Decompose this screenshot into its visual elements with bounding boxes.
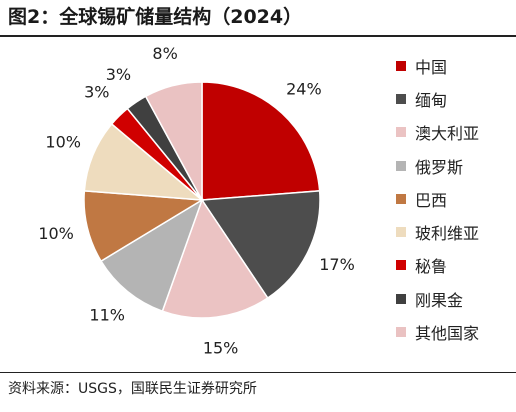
legend-item-australia: 澳大利亚 <box>396 116 479 149</box>
title-divider <box>0 35 516 37</box>
legend-label: 中国 <box>415 57 448 77</box>
legend-item-myanmar: 缅甸 <box>396 82 479 115</box>
pie-slice-china <box>201 81 321 201</box>
value-label-myanmar: 17% <box>319 255 355 274</box>
value-label-brazil: 10% <box>38 224 74 243</box>
legend-item-bolivia: 玻利维亚 <box>396 215 479 248</box>
value-label-others: 8% <box>152 44 177 63</box>
legend-swatch <box>396 293 406 304</box>
value-label-china: 24% <box>286 79 322 98</box>
legend-swatch <box>396 327 406 338</box>
legend-item-russia: 俄罗斯 <box>396 149 479 182</box>
legend-swatch <box>396 60 406 71</box>
pie-slice-russia <box>100 198 204 313</box>
legend-label: 刚果金 <box>415 290 464 310</box>
legend-item-china: 中国 <box>396 49 479 82</box>
value-label-bolivia: 10% <box>45 133 81 152</box>
pie-slices <box>83 81 321 319</box>
pie-slice-myanmar <box>200 190 321 300</box>
legend-item-others: 其他国家 <box>396 315 479 348</box>
value-label-congo: 3% <box>106 65 131 84</box>
pie-slice-brazil <box>83 190 205 263</box>
legend-label: 俄罗斯 <box>415 157 464 177</box>
legend-swatch <box>396 127 406 138</box>
value-label-russia: 11% <box>89 306 125 325</box>
legend-label: 其他国家 <box>415 324 480 344</box>
pie-chart: 24% 17% 15% 11% 10% 10% 3%3% 8% <box>38 44 354 357</box>
pie-value-labels: 24% 17% 15% 11% 10% 10% 3%3% 8% <box>38 44 354 357</box>
legend-item-brazil: 巴西 <box>396 182 479 215</box>
legend-swatch <box>396 227 406 238</box>
legend-swatch <box>396 260 406 271</box>
legend-label: 巴西 <box>415 190 448 210</box>
legend-label: 玻利维亚 <box>415 224 480 244</box>
value-label-peru: 3% <box>84 83 109 102</box>
legend-item-peru: 秘鲁 <box>396 249 479 282</box>
pie-slice-bolivia <box>83 122 205 201</box>
legend-swatch <box>396 93 406 104</box>
pie-slice-australia <box>161 198 269 319</box>
chart-title: 图2：全球锡矿储量结构（2024） <box>8 6 303 28</box>
source-divider <box>0 372 516 373</box>
pie-slice-others <box>144 81 203 201</box>
legend-label: 澳大利亚 <box>415 124 480 144</box>
legend-label: 缅甸 <box>415 90 448 110</box>
source-note: 资料来源：USGS，国联民生证券研究所 <box>8 381 257 397</box>
value-label-australia: 15% <box>203 338 239 357</box>
legend-item-congo: 刚果金 <box>396 282 479 315</box>
legend-label: 秘鲁 <box>415 257 448 277</box>
legend: 中国缅甸澳大利亚俄罗斯巴西玻利维亚秘鲁刚果金其他国家 <box>396 49 479 349</box>
legend-swatch <box>396 160 406 171</box>
legend-swatch <box>396 193 406 204</box>
